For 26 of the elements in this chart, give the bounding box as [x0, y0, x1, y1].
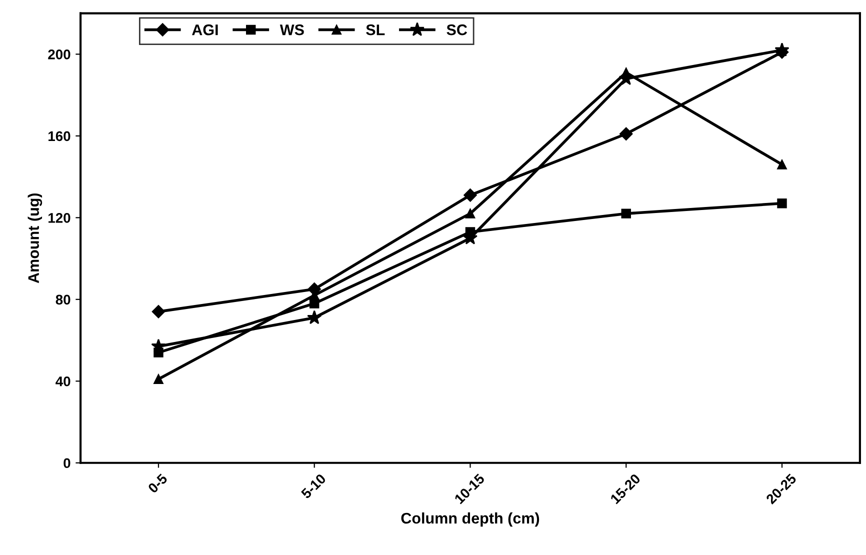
x-tick-label: 0-5 [147, 473, 168, 494]
point [464, 188, 477, 202]
y-tick-label: 80 [56, 294, 70, 305]
legend-label: WS [280, 24, 304, 36]
point [621, 208, 631, 218]
x-axis-title: Column depth (cm) [401, 512, 540, 527]
legend-label: SL [366, 24, 385, 36]
point [777, 160, 787, 170]
point [777, 198, 787, 208]
y-tick-label: 200 [48, 50, 70, 60]
point [154, 374, 164, 384]
point [307, 310, 322, 324]
y-tick-label: 120 [48, 212, 70, 223]
legend-label: SC [446, 24, 468, 36]
y-tick-label: 160 [48, 131, 70, 142]
point [775, 46, 789, 59]
point [308, 282, 321, 296]
y-tick-label: 0 [64, 458, 70, 468]
point [152, 305, 166, 318]
point [151, 338, 166, 353]
x-tick-label: 5-10 [300, 473, 326, 500]
point [620, 127, 633, 140]
point [465, 208, 476, 218]
legend-label: AGI [192, 24, 218, 36]
y-tick-label: 40 [56, 376, 70, 386]
y-axis-title: Amount (ug) [28, 193, 42, 284]
